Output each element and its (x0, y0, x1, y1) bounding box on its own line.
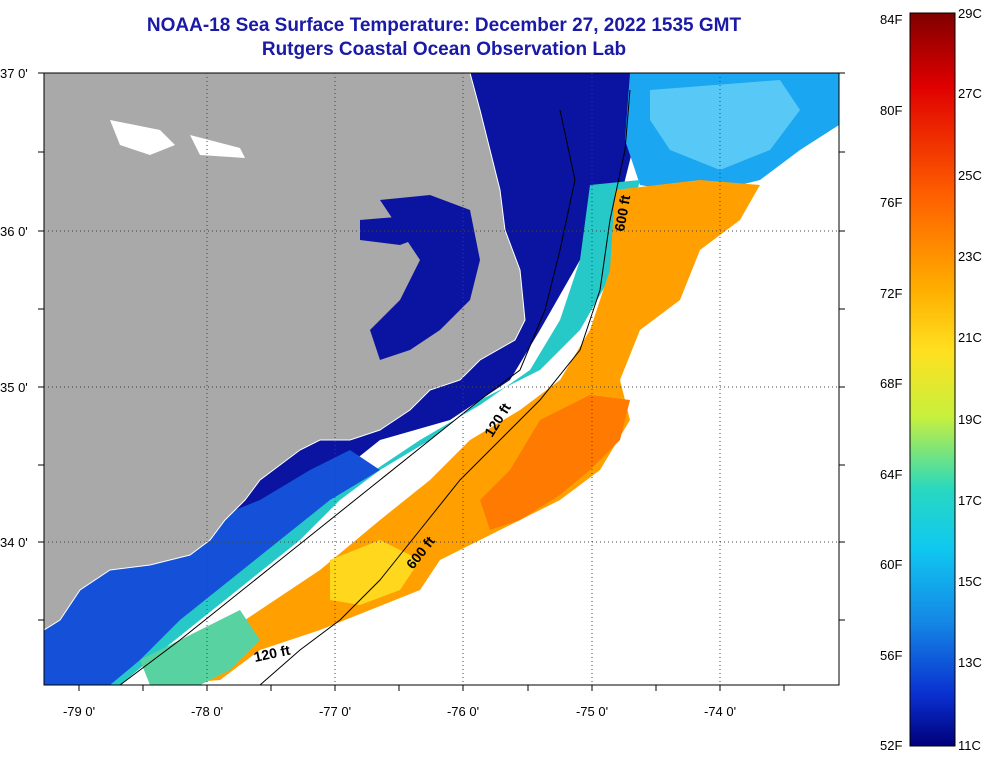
cb-f-60: 60F (880, 557, 902, 572)
inland-lake (110, 120, 175, 155)
cb-c-23: 23C (958, 249, 982, 264)
lat-label-36: 36 0' (0, 224, 28, 239)
map-frame (43, 72, 840, 686)
colorbar-celsius-labels: 29C 27C 25C 23C 21C 19C 17C 15C 13C 11C (958, 6, 982, 753)
lon-label-78: -78 0' (191, 704, 223, 719)
cool-water-ne-inner (650, 80, 800, 170)
south-teal-patch (140, 610, 260, 685)
cb-f-84: 84F (880, 12, 902, 27)
graticule (44, 73, 839, 685)
cb-f-80: 80F (880, 103, 902, 118)
inland-lake-2 (190, 135, 245, 158)
cb-f-72: 72F (880, 286, 902, 301)
gulf-stream-yellow (330, 540, 420, 605)
cb-c-11: 11C (958, 738, 981, 753)
cb-c-19: 19C (958, 412, 982, 427)
contour-label-120ft-lower: 120 ft (252, 642, 291, 665)
cb-f-68: 68F (880, 376, 902, 391)
map-plot-area (44, 73, 839, 685)
cloud-patch-east (420, 130, 839, 685)
contour-120ft (119, 109, 576, 685)
map-title: NOAA-18 Sea Surface Temperature: Decembe… (146, 15, 742, 36)
cb-f-56: 56F (880, 648, 902, 663)
lon-label-75: -75 0' (576, 704, 608, 719)
lon-label-74: -74 0' (704, 704, 736, 719)
lat-label-37: 37 0' (0, 66, 28, 81)
cold-water-south (44, 450, 380, 685)
map-subtitle: Rutgers Coastal Ocean Observation Lab (261, 39, 627, 60)
contour-600ft (259, 89, 631, 685)
albemarle-sound (360, 215, 440, 245)
pamlico-sound (370, 195, 480, 360)
cb-c-13: 13C (958, 655, 982, 670)
colorbar (909, 12, 956, 747)
cb-f-76: 76F (880, 195, 902, 210)
colorbar-fahrenheit-labels: 84F 80F 76F 72F 68F 64F 60F 56F 52F (880, 12, 902, 753)
gulf-stream-warm (160, 180, 760, 685)
gulf-stream-core (480, 395, 630, 530)
cb-c-25: 25C (958, 168, 982, 183)
cb-c-21: 21C (958, 330, 982, 345)
lon-label-77: -77 0' (319, 704, 351, 719)
cb-c-15: 15C (958, 574, 982, 589)
cb-f-64: 64F (880, 467, 902, 482)
lon-label-76: -76 0' (447, 704, 479, 719)
lon-label-79: -79 0' (63, 704, 95, 719)
contour-label-600ft-upper: 600 ft (611, 193, 633, 232)
lat-label-35: 35 0' (0, 380, 28, 395)
lat-label-34: 34 0' (0, 535, 28, 550)
tick-marks (38, 72, 845, 691)
cb-c-17: 17C (958, 493, 982, 508)
cb-f-52: 52F (880, 738, 902, 753)
cb-c-29: 29C (958, 6, 982, 21)
cb-c-27: 27C (958, 86, 982, 101)
